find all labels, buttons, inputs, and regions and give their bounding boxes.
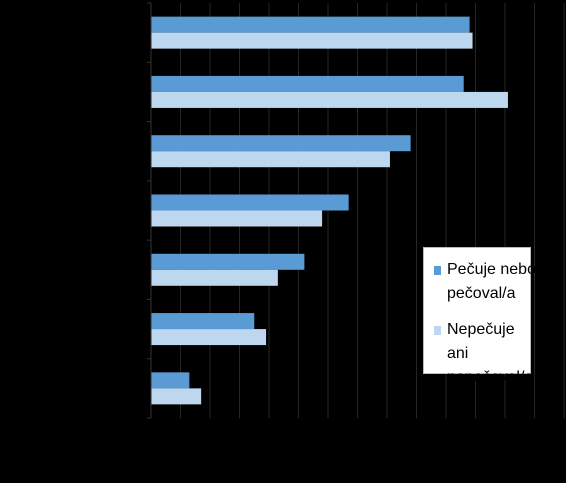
bar-series-2-category-7 bbox=[151, 388, 202, 405]
bars bbox=[151, 16, 508, 405]
legend-label-series-1-line-2: pečoval/a bbox=[447, 285, 516, 302]
legend: Pečuje nebo pečoval/a Nepečuje ani nepeč… bbox=[423, 247, 536, 386]
bar-series-2-category-4 bbox=[151, 210, 323, 227]
legend-label-series-1-line-1: Pečuje nebo bbox=[447, 261, 536, 278]
bar-series-2-category-1 bbox=[151, 32, 473, 49]
bar-series-1-category-6 bbox=[151, 313, 255, 330]
bar-series-2-category-2 bbox=[151, 91, 508, 108]
legend-label-series-2-line-2: nepečoval/a bbox=[447, 369, 534, 386]
bar-series-1-category-5 bbox=[151, 253, 305, 270]
bar-series-1-category-4 bbox=[151, 194, 349, 211]
y-axis bbox=[147, 2, 152, 419]
bar-series-2-category-5 bbox=[151, 269, 278, 286]
bar-series-1-category-2 bbox=[151, 75, 464, 92]
bar-series-1-category-7 bbox=[151, 372, 190, 389]
legend-swatch-series-2 bbox=[434, 326, 441, 335]
bar-series-1-category-3 bbox=[151, 135, 411, 152]
legend-swatch-series-1 bbox=[434, 266, 441, 275]
bar-series-1-category-1 bbox=[151, 16, 470, 33]
bar-series-2-category-6 bbox=[151, 329, 267, 346]
legend-label-series-2-line-1: Nepečuje ani bbox=[447, 321, 515, 362]
bar-series-2-category-3 bbox=[151, 151, 390, 168]
